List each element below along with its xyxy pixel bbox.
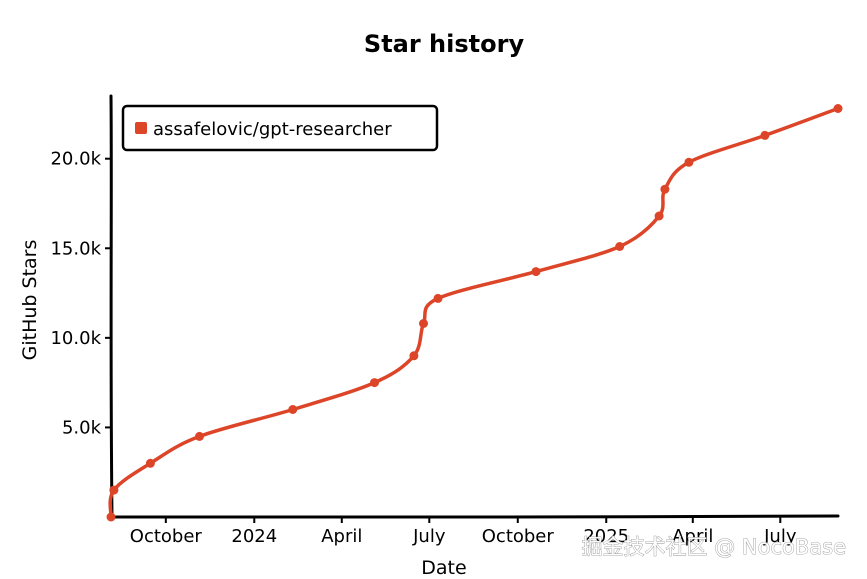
data-point bbox=[195, 431, 204, 441]
x-tick-label: 2025 bbox=[583, 526, 629, 547]
data-point bbox=[288, 405, 298, 414]
y-tick-label: 10.0k bbox=[50, 328, 101, 349]
y-tick-label: 20.0k bbox=[50, 149, 101, 170]
x-tick-label: October bbox=[482, 526, 555, 547]
x-tick-label: 2024 bbox=[231, 526, 277, 547]
y-tick-label: 5.0k bbox=[62, 417, 102, 438]
x-tick-label: July bbox=[412, 526, 446, 547]
legend-label: assafelovic/gpt-researcher bbox=[153, 119, 392, 140]
legend: assafelovic/gpt-researcher bbox=[121, 104, 439, 152]
data-point bbox=[660, 184, 670, 194]
legend-box bbox=[121, 104, 439, 152]
data-point bbox=[531, 267, 541, 277]
series-line bbox=[108, 106, 840, 519]
data-point bbox=[370, 378, 379, 388]
legend-swatch bbox=[135, 122, 147, 134]
data-point bbox=[106, 512, 116, 522]
x-ticks: October 2024 April July October 2025 April July bbox=[130, 517, 797, 547]
y-axis-label: GitHub Stars bbox=[19, 240, 41, 361]
data-point bbox=[615, 242, 625, 251]
data-point bbox=[145, 458, 155, 468]
y-axis-line bbox=[109, 94, 114, 519]
chart-title: Star history bbox=[364, 30, 525, 58]
y-ticks: 5.0k 10.0k 15.0k 20.0k bbox=[50, 149, 111, 438]
x-axis-label: Date bbox=[421, 557, 466, 579]
data-point bbox=[760, 130, 770, 140]
y-tick-label: 15.0k bbox=[50, 238, 101, 259]
data-point bbox=[833, 104, 843, 113]
data-point bbox=[109, 485, 119, 495]
data-point bbox=[433, 293, 443, 303]
axes bbox=[109, 94, 840, 519]
x-tick-label: April bbox=[321, 526, 362, 547]
watermark: 掘金技术社区 @ NocoBase bbox=[582, 535, 846, 559]
series-layer bbox=[106, 104, 843, 522]
x-tick-label: April bbox=[672, 526, 713, 547]
x-axis-line bbox=[109, 514, 840, 519]
data-point bbox=[654, 211, 664, 221]
data-point bbox=[409, 351, 419, 361]
data-point bbox=[684, 157, 694, 167]
x-tick-label: October bbox=[130, 526, 203, 547]
data-point bbox=[419, 319, 428, 328]
x-tick-label: July bbox=[763, 526, 797, 547]
